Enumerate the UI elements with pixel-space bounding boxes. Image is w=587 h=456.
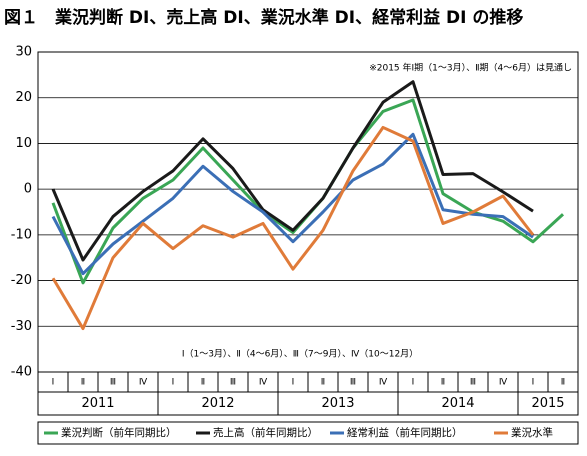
x-tick-label: Ⅲ — [470, 378, 476, 388]
y-tick-label: 30 — [15, 45, 32, 60]
year-label: 2012 — [201, 396, 234, 411]
legend-label: 業況水準 — [511, 426, 553, 439]
x-tick-label: Ⅰ — [412, 378, 415, 388]
annotation: ※2015 年Ⅰ期（1～3月）、Ⅱ期（4～6月）は見通し — [369, 62, 572, 74]
x-tick-label: Ⅰ — [172, 378, 175, 388]
x-tick-label: Ⅰ — [292, 378, 295, 388]
year-label: 2011 — [81, 396, 114, 411]
series-line — [51, 132, 534, 276]
x-tick-label: Ⅲ — [110, 378, 116, 388]
series-line — [51, 98, 565, 285]
year-label: 2015 — [531, 396, 564, 411]
legend-label: 経常利益（前年同期比） — [347, 426, 463, 439]
x-tick-label: Ⅰ — [532, 378, 535, 388]
series-line — [51, 80, 534, 262]
chart-title: 図１ 業況判断 DI、売上高 DI、業況水準 DI、経常利益 DI の推移 — [4, 7, 523, 28]
x-tick-label: Ⅳ — [499, 378, 508, 388]
y-tick-label: 0 — [24, 182, 32, 197]
x-tick-label: Ⅲ — [350, 378, 356, 388]
x-tick-label: Ⅱ — [81, 378, 85, 388]
x-tick-label: Ⅱ — [321, 378, 325, 388]
x-tick-label: Ⅱ — [201, 378, 205, 388]
year-label: 2013 — [321, 396, 354, 411]
y-tick-label: 10 — [15, 136, 32, 151]
x-tick-label: Ⅳ — [139, 378, 148, 388]
x-tick-label: Ⅳ — [379, 378, 388, 388]
x-tick-label: Ⅱ — [441, 378, 445, 388]
y-tick-label: 20 — [15, 90, 32, 105]
legend-frame — [37, 421, 579, 445]
annotation: Ⅰ（1～3月）、Ⅱ（4～6月）、Ⅲ（7～9月）、Ⅳ（10～12月） — [182, 349, 418, 360]
x-tick-label: Ⅱ — [561, 378, 565, 388]
year-label: 2014 — [441, 396, 474, 411]
x-tick-label: Ⅳ — [259, 378, 268, 388]
y-tick-label: -10 — [11, 227, 32, 242]
y-tick-label: -20 — [11, 273, 32, 288]
y-tick-label: -40 — [11, 365, 32, 380]
x-tick-label: Ⅲ — [230, 378, 236, 388]
y-tick-label: -30 — [11, 319, 32, 334]
legend-label: 業況判断（前年同期比） — [61, 426, 177, 439]
x-tick-label: Ⅰ — [52, 378, 55, 388]
series-line — [51, 125, 535, 331]
legend-label: 売上高（前年同期比） — [213, 426, 318, 439]
